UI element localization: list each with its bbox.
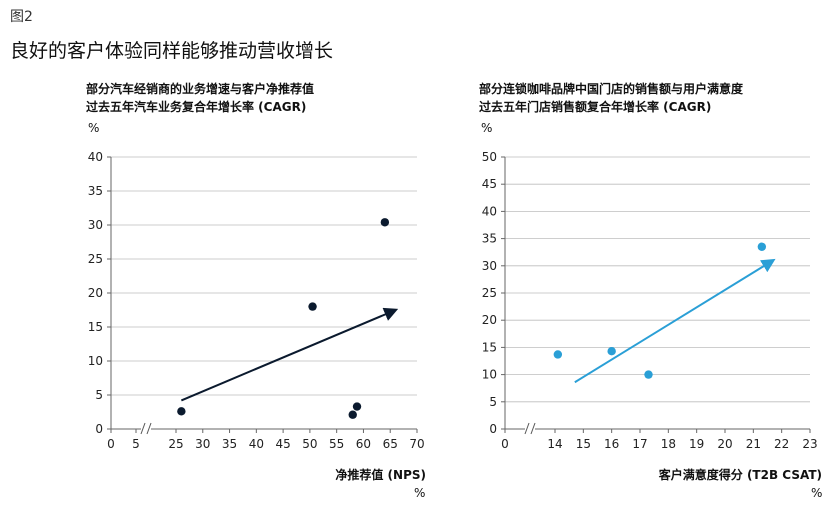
y-tick-label: 45	[482, 177, 497, 191]
y-tick-label: 25	[88, 252, 103, 266]
y-tick-label: 0	[489, 422, 497, 436]
x-tick-label: 30	[195, 437, 210, 451]
chart1-plot: 0 5 10 15 20 25 30 35 40 0 5 25 30 35 40 45 50 55 60 65 70	[88, 150, 425, 451]
chart2-title-line2: 过去五年门店销售额复合年增长率 (CAGR)	[479, 100, 712, 114]
x-tick-label: 14	[547, 437, 562, 451]
x-tick-label: 35	[222, 437, 237, 451]
x-tick-label: 65	[383, 437, 398, 451]
y-tick-label: 0	[95, 422, 103, 436]
data-point	[644, 370, 653, 379]
x-tick-label: 0	[501, 437, 509, 451]
axis-break-slash	[146, 422, 152, 435]
axis-break-gap	[525, 423, 535, 435]
figure-label: 图2	[10, 9, 33, 25]
y-tick-label: 50	[482, 150, 497, 164]
y-tick-label: 5	[95, 388, 103, 402]
page-title: 良好的客户体验同样能够推动营收增长	[10, 40, 334, 62]
y-tick-label: 10	[482, 368, 497, 382]
y-tick-label: 25	[482, 286, 497, 300]
x-tick-label: 22	[774, 437, 789, 451]
trend-arrow	[574, 258, 776, 384]
data-point	[308, 302, 317, 311]
axis-break-slash	[140, 422, 146, 435]
x-tick-label: 45	[275, 437, 290, 451]
x-tick-label: 60	[356, 437, 371, 451]
x-tick-label: 15	[576, 437, 591, 451]
x-tick-label: 50	[302, 437, 317, 451]
chart1-title-line1: 部分汽车经销商的业务增速与客户净推荐值	[86, 82, 315, 96]
chart2-plot: 0 5 10 15 20 25 30 35 40 45 50 0 14 15 16 17 18 19 20 21 22 2…	[482, 150, 818, 451]
x-tick-label: 55	[329, 437, 344, 451]
chart2-title: 部分连锁咖啡品牌中国门店的销售额与用户满意度 过去五年门店销售额复合年增长率 (…	[479, 80, 743, 116]
axis-break	[140, 422, 152, 435]
trend-arrow	[180, 307, 399, 402]
x-tick-label: 19	[689, 437, 704, 451]
chart2-x-unit: %	[811, 486, 823, 500]
chart1-title: 部分汽车经销商的业务增速与客户净推荐值 过去五年汽车业务复合年增长率 (CAGR…	[86, 80, 314, 116]
x-tick-label: 40	[249, 437, 264, 451]
y-tick-label: 40	[482, 204, 497, 218]
y-tick-label: 15	[482, 340, 497, 354]
x-tick-label: 5	[132, 437, 140, 451]
x-tick-label: 16	[604, 437, 619, 451]
y-tick-label: 5	[489, 395, 497, 409]
x-tick-label: 17	[632, 437, 647, 451]
y-tick-label: 20	[482, 313, 497, 327]
data-point	[177, 407, 186, 416]
data-point	[380, 218, 390, 227]
x-tick-label: 70	[409, 437, 424, 451]
data-point	[348, 410, 357, 419]
axis-break-slash	[530, 422, 536, 435]
axis-break-slash	[524, 422, 530, 435]
chart1-y-unit: %	[88, 121, 100, 135]
y-tick-label: 10	[88, 354, 103, 368]
data-point	[553, 350, 563, 359]
chart1-title-line2: 过去五年汽车业务复合年增长率 (CAGR)	[86, 100, 307, 114]
y-tick-label: 30	[482, 259, 497, 273]
x-tick-label: 23	[802, 437, 817, 451]
chart2-y-unit: %	[481, 121, 493, 135]
y-tick-label: 30	[88, 218, 103, 232]
chart1-x-unit: %	[414, 486, 426, 500]
x-tick-label: 21	[746, 437, 761, 451]
y-tick-label: 35	[88, 184, 103, 198]
y-tick-label: 15	[88, 320, 103, 334]
y-tick-label: 40	[88, 150, 103, 164]
chart1-x-label: 净推荐值 (NPS)	[335, 468, 426, 482]
x-tick-label: 18	[661, 437, 676, 451]
data-point	[607, 347, 616, 356]
x-tick-label: 25	[168, 437, 183, 451]
x-tick-label: 0	[107, 437, 115, 451]
axis-break	[524, 422, 536, 435]
chart2-x-label: 客户满意度得分 (T2B CSAT)	[658, 468, 822, 482]
axis-break-gap	[141, 423, 151, 435]
y-tick-label: 20	[88, 286, 103, 300]
chart2-title-line1: 部分连锁咖啡品牌中国门店的销售额与用户满意度	[479, 82, 744, 96]
x-tick-label: 20	[717, 437, 732, 451]
y-tick-label: 35	[482, 232, 497, 246]
data-point	[352, 402, 362, 411]
data-point	[757, 242, 767, 251]
